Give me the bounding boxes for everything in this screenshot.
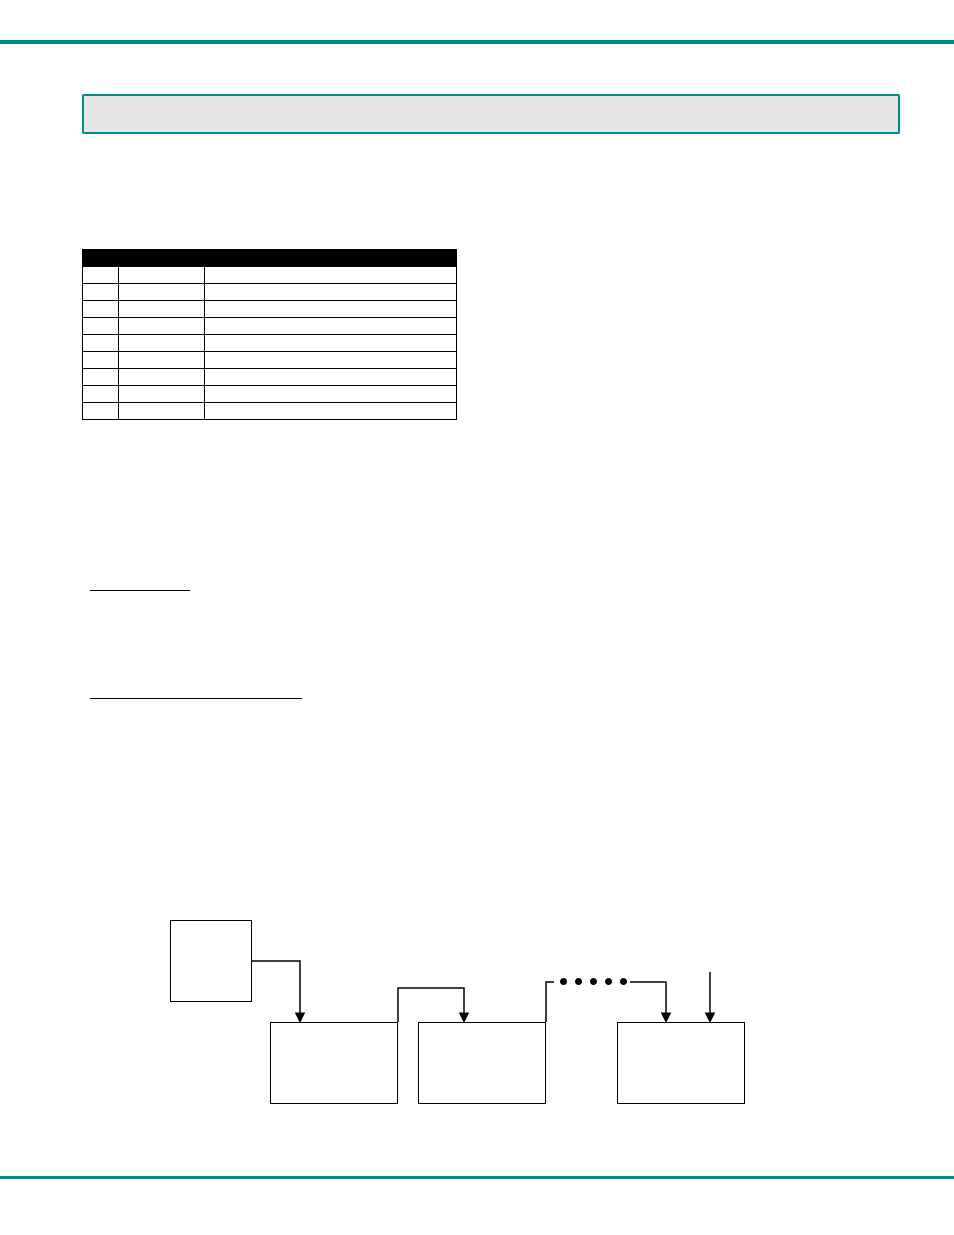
table-cell xyxy=(83,335,119,352)
ellipsis-dot xyxy=(620,978,627,985)
table-cell xyxy=(118,301,204,318)
subheading-underline-1 xyxy=(90,590,190,591)
table-cell xyxy=(204,267,456,284)
table-cell xyxy=(204,301,456,318)
table-cell xyxy=(83,352,119,369)
table-cell xyxy=(83,267,119,284)
table-cell xyxy=(118,284,204,301)
table-cell xyxy=(118,352,204,369)
table-row xyxy=(83,318,457,335)
table-row xyxy=(83,284,457,301)
table-cell xyxy=(83,318,119,335)
table-cell xyxy=(204,318,456,335)
table-cell xyxy=(83,403,119,420)
ellipsis-dot xyxy=(575,978,582,985)
table-row xyxy=(83,369,457,386)
edge-n0-n1 xyxy=(252,961,300,1022)
table-cell xyxy=(204,335,456,352)
ellipsis-dot xyxy=(560,978,567,985)
top-rule xyxy=(0,40,954,44)
edge-n2-dotted-left xyxy=(546,982,554,1022)
subheading-underline-2 xyxy=(90,698,302,699)
flow-diagram xyxy=(170,920,745,1120)
table-cell xyxy=(118,403,204,420)
table-row xyxy=(83,301,457,318)
table-cell xyxy=(118,369,204,386)
table-col-0 xyxy=(83,250,119,267)
table-cell xyxy=(118,335,204,352)
table-col-1 xyxy=(118,250,204,267)
table-cell xyxy=(118,318,204,335)
table-row xyxy=(83,335,457,352)
edge-n2-dotted-right xyxy=(630,982,666,1022)
table-row xyxy=(83,386,457,403)
table-cell xyxy=(118,267,204,284)
table-cell xyxy=(83,386,119,403)
data-table xyxy=(82,249,457,420)
table-row xyxy=(83,352,457,369)
table-header-row xyxy=(83,250,457,267)
ellipsis-dot xyxy=(605,978,612,985)
table-row xyxy=(83,267,457,284)
table-cell xyxy=(204,403,456,420)
table-cell xyxy=(83,284,119,301)
bottom-rule xyxy=(0,1176,954,1179)
section-title-bar xyxy=(82,94,900,134)
table-cell xyxy=(204,352,456,369)
table-cell xyxy=(204,369,456,386)
ellipsis-dot xyxy=(590,978,597,985)
edge-n1-n2 xyxy=(398,988,464,1022)
table-col-2 xyxy=(204,250,456,267)
table-row xyxy=(83,403,457,420)
table-cell xyxy=(83,369,119,386)
diagram-connectors xyxy=(170,920,770,1130)
table-cell xyxy=(118,386,204,403)
table-cell xyxy=(83,301,119,318)
table-cell xyxy=(204,386,456,403)
table-cell xyxy=(204,284,456,301)
